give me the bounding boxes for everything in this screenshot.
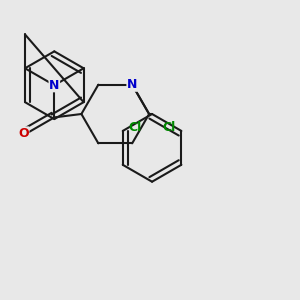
Text: Cl: Cl [162,122,176,134]
Text: N: N [127,78,137,91]
Text: O: O [18,127,29,140]
Text: Cl: Cl [129,122,142,134]
Text: N: N [49,79,59,92]
